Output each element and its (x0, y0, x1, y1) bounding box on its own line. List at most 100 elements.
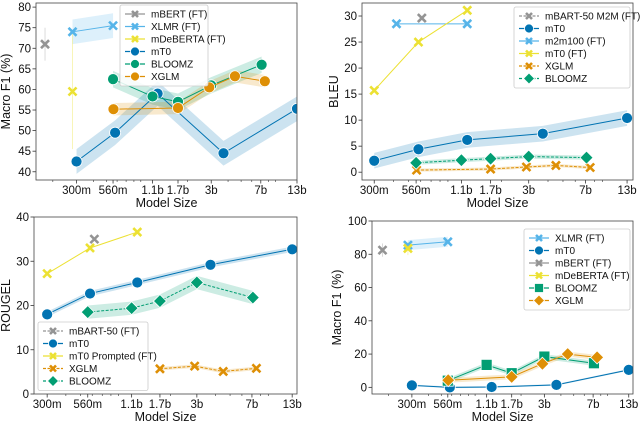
confidence-band (87, 275, 253, 319)
legend-entry: mT0 Prompted (FT) (43, 352, 157, 363)
legend-label: XLMR (FT) (151, 22, 200, 33)
x-tick-label: 1.7b (479, 185, 501, 197)
x-tick-label: 1.1b (120, 399, 142, 411)
series-xglm (155, 361, 262, 377)
legend-label: mDeBERTA (FT) (555, 271, 630, 282)
data-point (454, 153, 469, 168)
series-m2m100-ft- (391, 18, 473, 29)
x-tick-label: 1.7b (500, 399, 522, 411)
y-tick-label: 0 (23, 389, 29, 401)
y-axis-label: Macro F1 (%) (0, 54, 13, 130)
legend-marker (524, 23, 534, 34)
data-point (189, 361, 200, 372)
y-tick-label: 80 (18, 2, 31, 14)
legend-entry: XGLM (519, 62, 573, 73)
data-point (483, 151, 498, 166)
data-point (377, 245, 388, 256)
legend-entry: mDeBERTA (FT) (125, 35, 226, 46)
legend: mBART-50 (FT)mT0 mT0 Prompted (FT)XGLM BLO… (37, 321, 157, 391)
legend-label: mT0 (69, 339, 89, 350)
data-point (251, 363, 262, 374)
y-tick-label: 0 (361, 382, 367, 394)
data-point (146, 90, 159, 103)
legend: mBERT (FT)XLMR (FT) mDeBERTA (FT)mT0 BLOOM… (119, 4, 226, 87)
legend-entry: mBERT (FT) (529, 259, 611, 270)
legend-box (37, 321, 149, 391)
x-tick-label: 560m (402, 185, 431, 197)
data-point (485, 164, 496, 174)
data-point (480, 358, 493, 371)
y-tick-label: 75 (18, 23, 31, 35)
data-point (189, 275, 204, 290)
x-axis-label: Model Size (135, 410, 197, 422)
legend-entry: mDeBERTA (FT) (529, 271, 630, 282)
legend: mBART-50 M2M (FT)mT0 m2m100 (FT)mT0 (FT) X… (513, 6, 640, 89)
legend-entry: mT0 (125, 46, 171, 58)
legend-label: XGLM (555, 296, 583, 307)
data-point (42, 268, 53, 279)
legend-box (513, 6, 631, 89)
series-mdeberta-ft- (402, 243, 413, 254)
legend-marker (532, 294, 546, 307)
data-point (286, 243, 297, 256)
x-axis-label: Model Size (472, 410, 534, 422)
series-bloomz (409, 149, 594, 170)
legend-label: mBERT (FT) (555, 259, 611, 270)
data-point (560, 347, 575, 362)
series-mbart-50-ft- (89, 234, 100, 245)
legend-entry: BLOOMZ (519, 72, 587, 85)
data-point (391, 18, 402, 29)
legend-entry: XLMR (FT) (125, 22, 200, 33)
y-tick-label: 100 (348, 216, 367, 228)
series-line (407, 241, 448, 246)
legend: XLMR (FT)mT0 mBERT (FT)mDeBERTA (FT) BLOOM… (523, 228, 631, 311)
legend-entry: BLOOMZ (43, 374, 111, 388)
legend-marker (525, 37, 533, 45)
legend-marker (131, 35, 139, 43)
data-point (89, 234, 100, 245)
legend-label: BLOOMZ (151, 60, 193, 71)
data-point (291, 102, 297, 115)
y-tick-label: 45 (18, 146, 31, 158)
y-tick-label: 15 (344, 89, 357, 101)
plot-area (40, 13, 297, 174)
legend-marker (535, 271, 543, 280)
data-point (621, 112, 633, 124)
legend-marker (130, 71, 140, 82)
data-point (85, 243, 95, 253)
legend-label: XLMR (FT) (555, 234, 604, 245)
x-tick-label: 3b (205, 185, 218, 197)
legend-label: mBART-50 M2M (FT) (545, 12, 640, 23)
x-tick-label: 13b (617, 185, 636, 197)
y-tick-label: 40 (16, 212, 29, 224)
legend-label: m2m100 (FT) (545, 37, 606, 48)
x-tick-label: 1.7b (149, 399, 171, 411)
data-point (229, 70, 241, 83)
legend-entry: XLMR (FT) (529, 234, 604, 245)
data-point (521, 162, 532, 172)
data-point (107, 73, 119, 86)
data-point (132, 227, 143, 237)
legend-entry: XGLM (529, 294, 583, 307)
confidence-band (374, 110, 628, 169)
panel-1: 300m 560m 1.1b 1.7b 3b 7b 13b 40 45 50 55 60 65 70 75 8… (0, 2, 307, 210)
data-point (405, 379, 418, 392)
series-xlmr-ft- (67, 20, 118, 37)
y-tick-label: 10 (16, 345, 29, 357)
x-tick-label: 300m (360, 185, 389, 197)
legend-label: mBERT (FT) (151, 10, 207, 21)
data-point (462, 5, 473, 16)
x-tick-label: 3b (190, 399, 203, 411)
x-tick-label: 3b (538, 399, 551, 411)
x-axis-label: Model Size (467, 196, 529, 210)
y-tick-label: 55 (18, 105, 31, 117)
data-point (80, 305, 95, 320)
y-tick-label: 25 (344, 37, 357, 49)
legend-entry: mT0 (529, 245, 575, 257)
x-tick-label: 1.7b (167, 185, 189, 197)
data-point (204, 258, 217, 271)
axes-frame (33, 216, 298, 395)
legend-entry: BLOOMZ (125, 59, 193, 71)
data-point (67, 86, 78, 97)
series-mbert-ft- (377, 245, 388, 256)
